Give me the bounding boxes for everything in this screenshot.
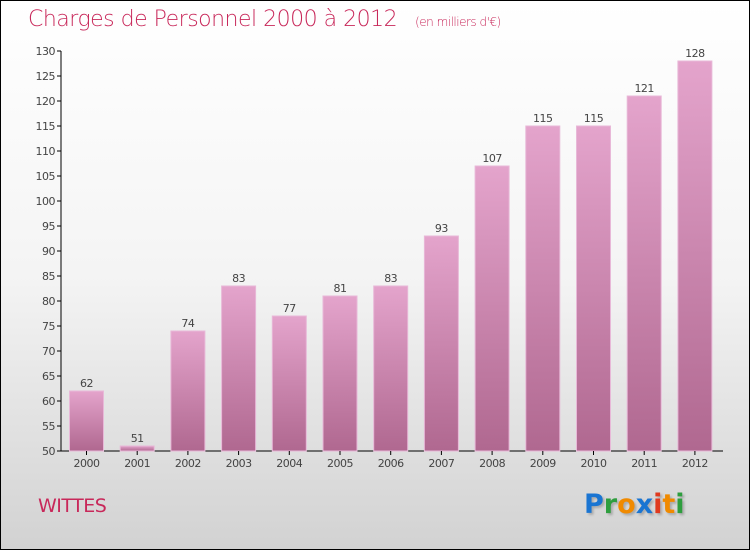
- x-tick-label: 2011: [631, 457, 657, 470]
- x-tick-label: 2007: [428, 457, 454, 470]
- x-tick-label: 2001: [124, 457, 150, 470]
- y-tick-label: 80: [42, 295, 55, 308]
- data-label: 115: [533, 112, 553, 125]
- bar: [677, 60, 713, 452]
- logo-letter: P: [584, 489, 604, 520]
- x-tick-label: 2009: [530, 457, 556, 470]
- chart-subtitle: (en milliers d'€): [415, 15, 501, 29]
- logo-letter: i: [653, 489, 663, 520]
- data-label: 62: [80, 377, 93, 390]
- y-tick-label: 95: [42, 220, 55, 233]
- data-label: 121: [634, 82, 654, 95]
- x-tick-label: 2006: [378, 457, 404, 470]
- data-label: 128: [685, 47, 705, 60]
- proxiti-logo: Proxiti: [584, 489, 685, 520]
- logo-letter: i: [675, 489, 685, 520]
- chart-title: Charges de Personnel 2000 à 2012 (en mill…: [28, 7, 501, 32]
- x-tick-label: 2000: [74, 457, 100, 470]
- x-tick-label: 2012: [682, 457, 708, 470]
- y-tick-label: 90: [42, 245, 55, 258]
- data-label: 51: [131, 432, 144, 445]
- logo-letter: x: [635, 489, 654, 520]
- bar: [474, 165, 510, 452]
- data-label: 93: [435, 222, 448, 235]
- data-label: 77: [283, 302, 296, 315]
- bar: [626, 95, 662, 452]
- y-tick-label: 100: [36, 195, 56, 208]
- y-tick-label: 105: [36, 170, 56, 183]
- data-label: 83: [384, 272, 397, 285]
- bar: [271, 315, 307, 452]
- y-tick-label: 125: [36, 70, 56, 83]
- y-tick-label: 110: [36, 145, 56, 158]
- y-tick-label: 75: [42, 320, 55, 333]
- data-label: 81: [334, 282, 347, 295]
- bar: [322, 295, 358, 452]
- commune-name: WITTES: [38, 495, 107, 517]
- x-tick-label: 2005: [327, 457, 353, 470]
- y-tick-label: 55: [42, 420, 55, 433]
- y-tick-label: 65: [42, 370, 55, 383]
- bar: [119, 445, 155, 452]
- data-label: 115: [584, 112, 604, 125]
- y-tick-label: 85: [42, 270, 55, 283]
- x-tick-label: 2004: [276, 457, 302, 470]
- title-text: Charges de Personnel 2000 à 2012: [28, 7, 398, 32]
- logo-letter: r: [603, 489, 618, 520]
- data-label: 83: [232, 272, 245, 285]
- x-tick-label: 2008: [479, 457, 505, 470]
- logo-letter: o: [617, 489, 636, 520]
- x-tick-label: 2002: [175, 457, 201, 470]
- bar: [69, 390, 104, 452]
- y-tick-label: 50: [42, 445, 55, 458]
- bar: [221, 285, 257, 452]
- bar: [423, 235, 459, 452]
- y-tick-label: 120: [36, 95, 56, 108]
- data-label: 74: [181, 317, 194, 330]
- x-tick-label: 2010: [581, 457, 607, 470]
- data-label: 107: [482, 152, 502, 165]
- bar: [576, 125, 611, 452]
- y-tick-label: 115: [36, 120, 56, 133]
- y-tick-label: 130: [36, 45, 56, 58]
- y-tick-label: 60: [42, 395, 55, 408]
- bar: [525, 125, 561, 452]
- bar: [373, 285, 409, 452]
- y-tick-label: 70: [42, 345, 55, 358]
- logo-letter: t: [662, 489, 676, 520]
- x-tick-label: 2003: [226, 457, 252, 470]
- bar: [170, 330, 206, 452]
